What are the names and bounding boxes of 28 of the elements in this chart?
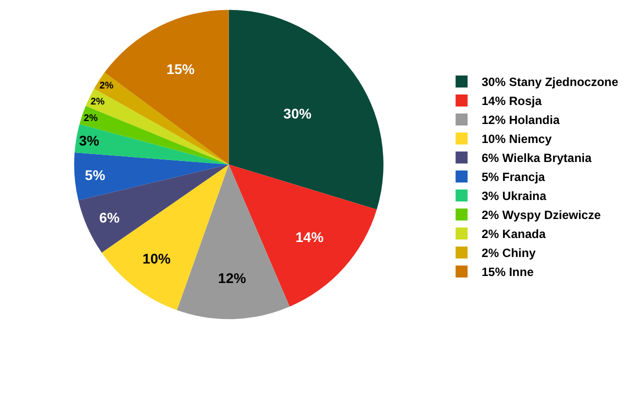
legend-label: 14% Rosja [482, 94, 542, 108]
data-label: 30% [283, 105, 312, 122]
data-label: 5% [84, 166, 106, 183]
legend-label: 3% Ukraina [482, 189, 547, 204]
data-label: 10% [142, 250, 172, 267]
legend-label: 2% Wyspy Dziewicze [482, 208, 602, 222]
data-label: 6% [99, 210, 120, 226]
legend-label: 5% Francja [482, 170, 546, 184]
legend-label: 10% Niemcy [482, 132, 552, 146]
data-label: 12% [218, 270, 247, 286]
legend-label: 2% Kanada [482, 227, 546, 242]
data-label: 2% [84, 113, 98, 124]
data-label: 3% [79, 132, 100, 148]
legend-label: 15% Inne [482, 265, 534, 280]
pie-slice [176, 164, 290, 320]
data-label: 2% [90, 96, 105, 108]
legend-label: 2% Chiny [482, 246, 536, 260]
legend-label: 12% Holandia [482, 113, 560, 128]
pie-slice [80, 106, 229, 164]
data-label: 14% [295, 229, 324, 246]
data-label: 2% [99, 80, 114, 92]
legend-label: 6% Wielka Brytania [482, 151, 592, 166]
pie-slice [228, 10, 384, 210]
pie-slice [74, 152, 229, 200]
pie-slice [78, 164, 229, 253]
legend-label: 30% Stany Zjednoczone [482, 75, 619, 90]
data-label: 15% [166, 61, 196, 78]
pie-slice [74, 124, 229, 164]
